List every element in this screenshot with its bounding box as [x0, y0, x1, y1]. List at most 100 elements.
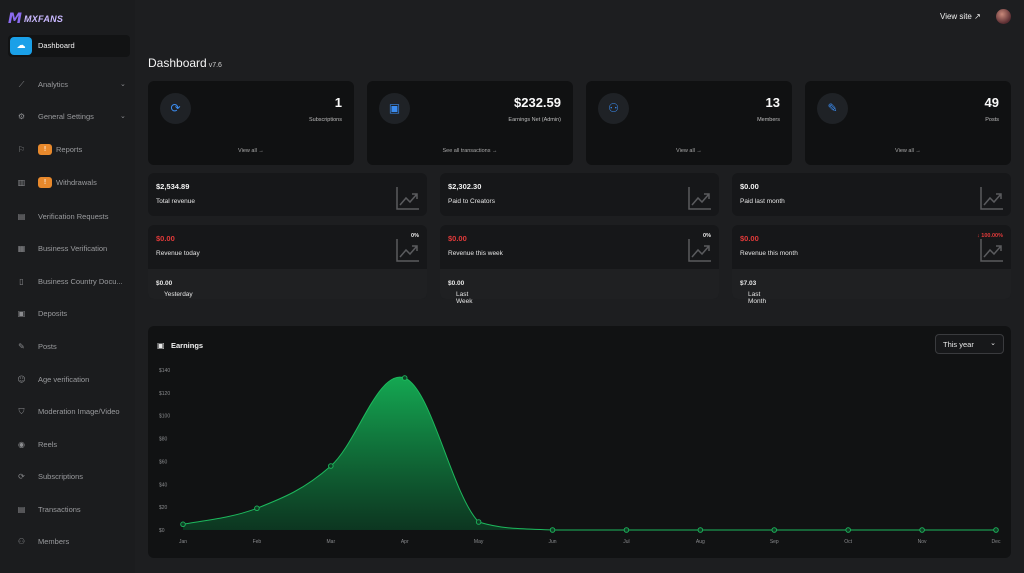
stat-value: $232.59 — [514, 95, 561, 110]
edit-icon: ✎ — [817, 93, 848, 124]
y-tick-label: $80 — [159, 437, 168, 443]
stat-card-earnings: ▣ $232.59 Earnings Net (Admin) See all t… — [367, 81, 573, 165]
data-point[interactable] — [549, 527, 556, 533]
data-point[interactable] — [180, 521, 186, 528]
y-tick-label: $60 — [159, 459, 168, 465]
shield-icon: ⛉ — [18, 406, 25, 416]
logo-mark: M — [8, 11, 22, 27]
document-icon: ▯ — [19, 276, 24, 286]
data-point[interactable] — [919, 527, 925, 533]
data-point[interactable] — [845, 527, 851, 533]
sidebar-item-posts[interactable]: ✎ Posts — [0, 335, 135, 357]
see-all-transactions-link[interactable]: See all transactions → — [442, 148, 498, 154]
stat-card-posts: ✎ 49 Posts View all → — [805, 81, 1011, 165]
stat-value: 1 — [334, 95, 342, 110]
stat-label: Posts — [985, 117, 999, 123]
data-point[interactable] — [771, 527, 778, 533]
sidebar-item-deposits[interactable]: ▣ Deposits — [0, 302, 135, 324]
sidebar-item-analytics[interactable]: ⟋ Analytics ⌄ — [0, 73, 135, 95]
data-point[interactable] — [401, 375, 408, 381]
footer-value: $7.03 — [740, 280, 757, 287]
view-all-link[interactable]: View all → — [238, 148, 264, 154]
sidebar-item-members[interactable]: ⚇ Members — [0, 530, 135, 552]
percent-change: ↓ 100.00% — [977, 233, 1003, 239]
brand-logo[interactable]: M MXFANS — [8, 11, 63, 27]
y-tick-label: $140 — [159, 368, 170, 374]
footer-label: Last Month — [748, 291, 767, 305]
rev-footer: Last Week $0.00 — [440, 269, 719, 305]
user-check-icon: ☺ — [17, 374, 26, 384]
x-tick-label: Jun — [549, 539, 557, 545]
data-point[interactable] — [475, 519, 482, 525]
y-tick-label: $20 — [159, 505, 168, 511]
users-icon: ⚇ — [17, 536, 26, 546]
x-tick-label: May — [474, 539, 484, 545]
sidebar-item-dashboard[interactable]: ☁ Dashboard — [8, 35, 130, 57]
rev-value: $0.00 — [740, 182, 759, 191]
revenue-week-card: $0.00 Revenue this week 0% Last Week $0.… — [440, 225, 719, 305]
earnings-area — [183, 377, 996, 530]
sidebar-item-label: Business Country Docu... — [38, 276, 123, 286]
footer-text: Last Week $0.00 — [448, 280, 473, 305]
edit-icon: ✎ — [18, 341, 25, 351]
stat-card-members: ⚇ 13 Members View all → — [586, 81, 792, 165]
rev-label: Total revenue — [156, 198, 196, 205]
data-point[interactable] — [328, 463, 334, 469]
period-select[interactable]: This year ⌄ — [935, 334, 1004, 354]
total-revenue-card: $2,534.89 Total revenue — [148, 173, 427, 216]
page-title: Dashboard v7.6 — [148, 56, 222, 70]
chevron-down-icon: ⌄ — [120, 112, 126, 120]
rev-label: Revenue this month — [740, 250, 798, 257]
avatar[interactable] — [996, 9, 1011, 24]
view-all-link[interactable]: View all → — [676, 148, 702, 154]
footer-text: Yesterday $0.00 — [156, 280, 193, 298]
trend-up-icon — [980, 187, 1003, 210]
refresh-icon: ⟳ — [160, 93, 191, 124]
data-point[interactable] — [993, 527, 999, 533]
trend-up-icon — [396, 187, 419, 210]
data-point[interactable] — [254, 505, 260, 512]
stat-card-subscriptions: ⟳ 1 Subscriptions View all → — [148, 81, 354, 165]
data-point[interactable] — [623, 527, 630, 533]
sidebar-item-reports[interactable]: ⚐ ! Reports — [0, 138, 135, 160]
rev-value: $2,302.30 — [448, 182, 482, 191]
sidebar-item-verification-requests[interactable]: ▤ Verification Requests — [0, 205, 135, 227]
stat-label: Members — [757, 117, 780, 123]
sidebar-item-label: Posts — [38, 341, 57, 351]
rev-footer: Last Month $7.03 — [732, 269, 1011, 305]
footer-value: $0.00 — [156, 280, 173, 287]
rev-label: Revenue today — [156, 250, 200, 257]
sidebar-item-reels[interactable]: ◉ Reels — [0, 433, 135, 455]
rev-value: $0.00 — [448, 234, 467, 243]
rev-value: $2,534.89 — [156, 182, 190, 191]
trend-up-icon — [980, 239, 1003, 262]
data-point[interactable] — [697, 527, 704, 533]
view-all-link[interactable]: View all → — [895, 148, 921, 154]
footer-value: $0.00 — [448, 280, 465, 287]
sidebar-item-transactions[interactable]: ▤ Transactions — [0, 498, 135, 520]
sidebar-item-business-country-documents[interactable]: ▯ Business Country Docu... — [0, 270, 135, 292]
sidebar-item-label: Transactions — [38, 504, 81, 514]
sidebar-item-subscriptions[interactable]: ⟳ Subscriptions — [0, 465, 135, 487]
sidebar-item-age-verification[interactable]: ☺ Age verification — [0, 368, 135, 390]
sidebar-item-withdrawals[interactable]: ▥ ! Withdrawals — [0, 171, 135, 193]
sidebar-item-label: Reels — [38, 439, 58, 449]
sidebar-item-moderation[interactable]: ⛉ Moderation Image/Video — [0, 400, 135, 422]
y-tick-label: $100 — [159, 414, 170, 420]
sidebar-item-business-verification[interactable]: ▦ Business Verification — [0, 237, 135, 259]
view-site-link[interactable]: View site ↗ — [940, 12, 981, 21]
sidebar: M MXFANS ☁ Dashboard ⟋ Analytics ⌄ ⚙ Gen… — [0, 0, 135, 573]
sidebar-item-label: Reports — [56, 144, 83, 154]
y-tick-label: $120 — [159, 391, 170, 397]
logo-text: MXFANS — [23, 14, 64, 24]
stat-label: Subscriptions — [308, 117, 342, 123]
sidebar-item-general-settings[interactable]: ⚙ General Settings ⌄ — [0, 105, 135, 127]
sidebar-item-label: Verification Requests — [38, 211, 109, 221]
building-icon: ▦ — [17, 243, 26, 253]
chevron-down-icon: ⌄ — [120, 80, 126, 88]
x-tick-label: Dec — [992, 539, 1001, 545]
rev-label: Paid to Creators — [448, 198, 495, 205]
sidebar-item-label: Withdrawals — [56, 177, 97, 187]
x-tick-label: Oct — [844, 539, 852, 545]
x-tick-label: Jan — [179, 539, 187, 545]
